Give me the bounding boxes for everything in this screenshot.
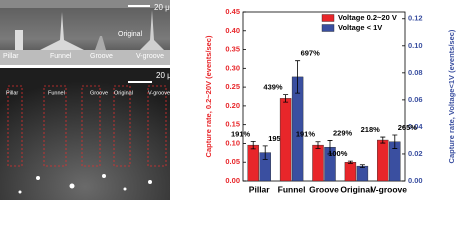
y-tick-label: 0.10 (225, 138, 240, 147)
error-bar (262, 145, 268, 160)
image-label: Groove (90, 90, 108, 96)
legend-swatch (321, 14, 335, 22)
percent-label: 195% (268, 134, 288, 143)
image-label: V-groove (148, 90, 170, 96)
y-tick-label: 0.40 (225, 26, 240, 35)
percent-label: 265% (398, 123, 418, 132)
bar (247, 144, 259, 182)
image-label: Pillar (3, 53, 19, 60)
image-label: Pillar (6, 90, 18, 96)
percent-label: 191% (231, 129, 251, 138)
error-bar (250, 140, 256, 150)
x-tick-label: Original (340, 184, 372, 194)
fluorescence-image (0, 68, 170, 200)
image-label: V-groove (136, 53, 164, 60)
percent-label: 229% (333, 128, 353, 137)
bar (344, 162, 357, 182)
plot-frame (242, 11, 406, 182)
y2-tick-label: 0.08 (408, 68, 423, 77)
y-axis-title: Capture rate, 0.2~20V (events/sec) (204, 35, 213, 157)
bar (279, 98, 292, 182)
bar (356, 165, 369, 182)
y-tick-label: 0.30 (225, 63, 240, 72)
y2-tick-label: 0.04 (408, 122, 423, 131)
percent-label: 439% (263, 83, 283, 92)
scale-label: 20 μm (154, 3, 177, 12)
bar (377, 139, 389, 182)
percent-label: 191% (296, 130, 316, 139)
x-tick-label: V-groove (371, 184, 408, 194)
image-label: Original (118, 31, 143, 38)
percent-label: 100% (328, 149, 348, 158)
y-tick-label: 0.35 (225, 45, 240, 54)
y-tick-label: 0.00 (225, 176, 240, 185)
image-label: Funnel (50, 53, 72, 60)
y2-tick-label: 0.06 (408, 95, 423, 104)
legend-label: Voltage 0.2~20 V (338, 13, 397, 22)
x-tick-label: Funnel (278, 184, 306, 194)
error-bar (392, 134, 398, 149)
legend-swatch (321, 24, 335, 32)
x-tick-label: Pillar (249, 184, 270, 194)
y2-axis-title: Capture rate, Voltage<1V (events/sec) (447, 29, 456, 163)
percent-label: 697% (301, 49, 321, 58)
y2-tick-label: 0.00 (408, 176, 423, 185)
error-bar (347, 160, 353, 164)
y2-tick-label: 0.02 (408, 149, 423, 158)
bar (312, 144, 324, 182)
image-label: Funnel (48, 90, 65, 96)
error-bar (327, 140, 333, 155)
y-tick-label: 0.25 (225, 82, 240, 91)
percent-label: 218% (361, 125, 381, 134)
x-tick-label: Groove (309, 184, 339, 194)
y2-tick-label: 0.12 (408, 14, 423, 23)
y-tick-label: 0.15 (225, 120, 240, 129)
error-bar (380, 136, 386, 144)
image-label: Original (114, 90, 133, 96)
y-tick-label: 0.45 (225, 7, 240, 16)
y-tick-label: 0.05 (225, 157, 240, 166)
y2-tick-label: 0.10 (408, 41, 423, 50)
error-bar (315, 141, 321, 149)
scale-label: 20 μm (156, 71, 179, 80)
legend-label: Voltage < 1V (338, 23, 382, 32)
y-tick-label: 0.20 (225, 101, 240, 110)
error-bar (283, 94, 289, 103)
error-bar (359, 164, 365, 168)
sem-image (0, 0, 170, 65)
image-label: Groove (90, 53, 113, 60)
error-bar (295, 60, 301, 94)
